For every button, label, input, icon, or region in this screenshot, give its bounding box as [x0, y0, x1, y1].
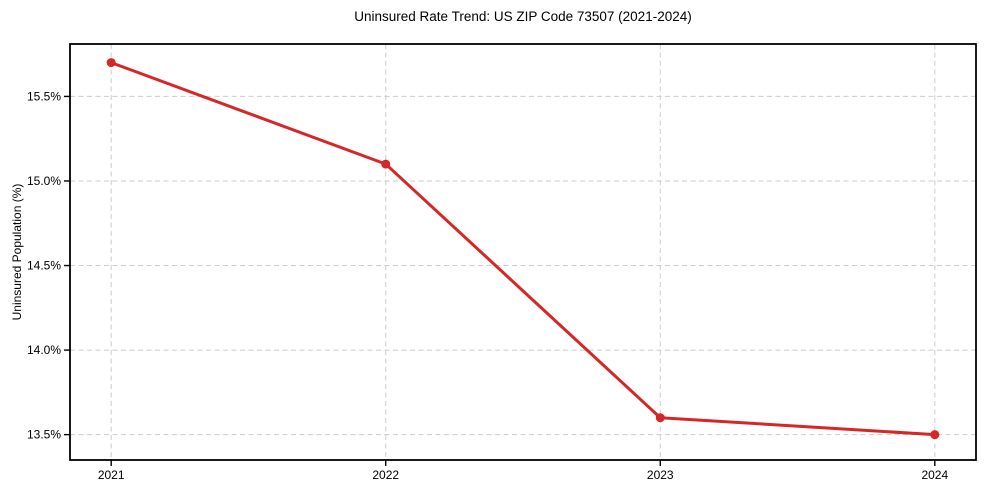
data-point-marker: [106, 58, 116, 68]
y-tick-label: 15.5%: [27, 89, 61, 103]
x-tick-label: 2022: [372, 468, 399, 482]
data-point-marker: [930, 430, 940, 440]
y-tick-label: 13.5%: [27, 428, 61, 442]
y-tick-label: 15.0%: [27, 174, 61, 188]
x-tick-label: 2023: [647, 468, 674, 482]
chart-title: Uninsured Rate Trend: US ZIP Code 73507 …: [354, 9, 692, 24]
y-tick-label: 14.0%: [27, 343, 61, 357]
plot-border: [69, 43, 977, 461]
data-point-marker: [655, 413, 665, 423]
data-point-marker: [381, 159, 391, 169]
x-tick-label: 2021: [98, 468, 125, 482]
x-tick-label: 2024: [921, 468, 948, 482]
trend-line: [109, 61, 937, 437]
y-tick-label: 14.5%: [27, 259, 61, 273]
